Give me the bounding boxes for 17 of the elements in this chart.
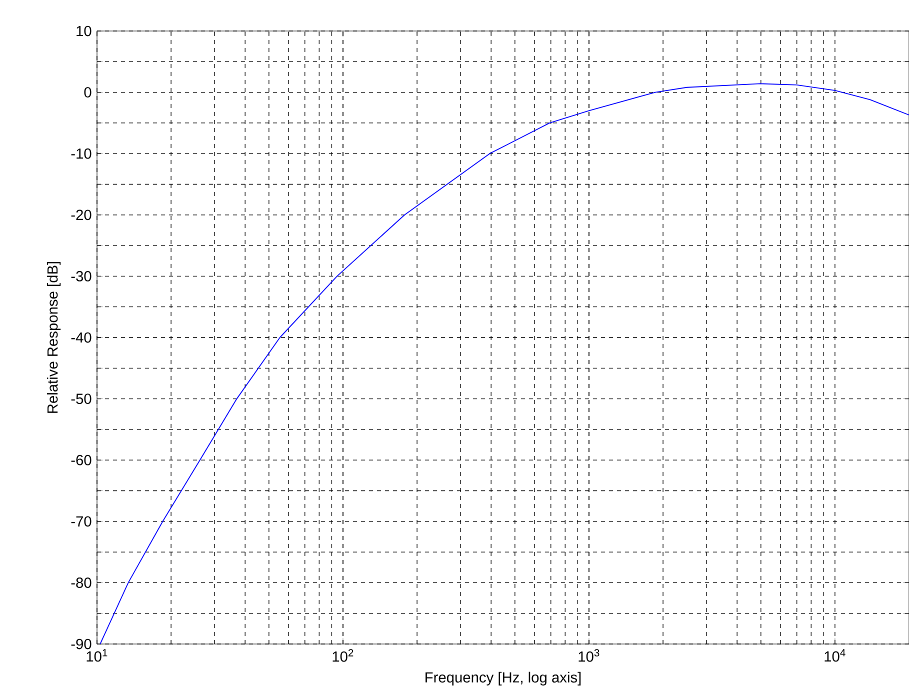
- y-tick-label: -80: [71, 578, 92, 588]
- y-tick-label: -40: [71, 332, 92, 343]
- x-tick-label: 10$^{3}$: [578, 649, 600, 662]
- y-tick-label: -50: [71, 394, 92, 404]
- y-tick-label: -70: [71, 516, 92, 527]
- y-tick-label: -60: [71, 454, 92, 466]
- y-tick-label: -30: [71, 271, 92, 282]
- y-tick-label: 0: [84, 87, 92, 98]
- y-tick-label: -10: [71, 148, 92, 159]
- y-tick-label: -20: [71, 210, 92, 220]
- x-tick-label: 10$^{1}$: [86, 649, 108, 662]
- x-tick-label: 10$^{2}$: [332, 649, 354, 662]
- y-tick-label: 10: [76, 26, 92, 36]
- y-tick-label: -90: [71, 638, 92, 650]
- x-axis-title: Frequency [Hz, log axis]: [426, 672, 581, 686]
- x-tick-label: 10$^{4}$: [824, 649, 846, 662]
- y-axis-title: Relative Response [dB]: [46, 262, 61, 413]
